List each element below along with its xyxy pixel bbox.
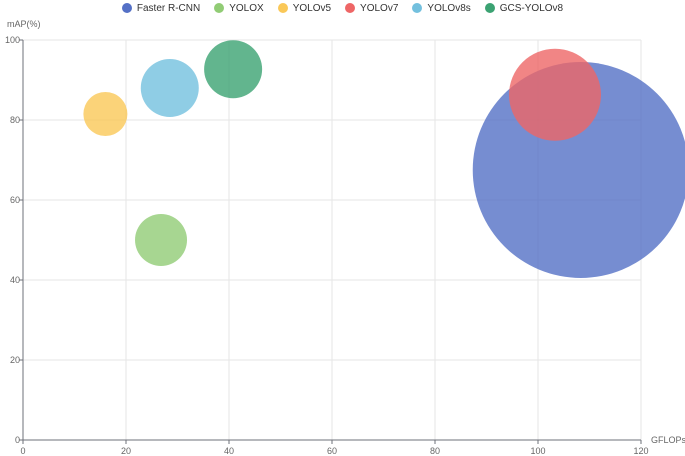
legend-item-yolov7[interactable]: YOLOv7	[345, 3, 398, 14]
x-tick-label: 120	[633, 446, 648, 456]
bubble-yolox[interactable]	[135, 214, 188, 266]
x-tick-label: 20	[121, 446, 131, 456]
legend-marker-icon	[484, 3, 495, 13]
y-tick-label: 100	[5, 35, 20, 45]
legend-label: YOLOv8s	[427, 2, 471, 14]
legend-item-yolov5[interactable]: YOLOv5	[277, 2, 332, 14]
y-axis-title: mAP(%)	[7, 19, 41, 29]
bubble-yolov7[interactable]	[508, 48, 601, 141]
bubble-yolov8s[interactable]	[140, 59, 199, 117]
legend-marker-icon	[214, 3, 225, 13]
x-tick-label: 40	[224, 446, 234, 456]
x-tick-label: 100	[530, 446, 545, 456]
legend-item-faster-r-cnn[interactable]: Faster R-CNN	[121, 2, 201, 14]
x-tick-label: 60	[327, 446, 337, 456]
legend-marker-icon	[277, 3, 288, 13]
y-tick-label: 80	[10, 115, 20, 125]
legend-item-gcs-yolov8[interactable]: GCS-YOLOv8	[484, 2, 564, 14]
legend-item-yolox[interactable]: YOLOX	[214, 2, 264, 14]
chart-legend: Faster R-CNN YOLOX YOLOv5 YOLOv7 YOLOv8s GCS-…	[0, 0, 685, 16]
bubble-yolov5[interactable]	[83, 92, 128, 136]
x-axis-title: GFLOPs	[651, 435, 685, 445]
legend-label: Faster R-CNN	[136, 2, 201, 14]
y-tick-label: 60	[10, 195, 20, 205]
legend-label: GCS-YOLOv8	[499, 2, 564, 14]
y-tick-label: 20	[10, 355, 20, 365]
x-tick-label: 80	[430, 446, 440, 456]
legend-marker-icon	[345, 3, 356, 13]
legend-label: YOLOv5	[292, 2, 332, 14]
legend-item-yolov8s[interactable]: YOLOv8s	[412, 2, 471, 14]
y-tick-label: 40	[10, 275, 20, 285]
bubble-gcs-yolov8[interactable]	[204, 40, 263, 99]
y-tick-label: 0	[15, 435, 20, 445]
legend-label: YOLOv7	[360, 2, 399, 14]
legend-marker-icon	[121, 3, 132, 13]
x-tick-label: 0	[20, 446, 25, 456]
legend-marker-icon	[412, 3, 423, 13]
legend-label: YOLOX	[229, 2, 264, 14]
